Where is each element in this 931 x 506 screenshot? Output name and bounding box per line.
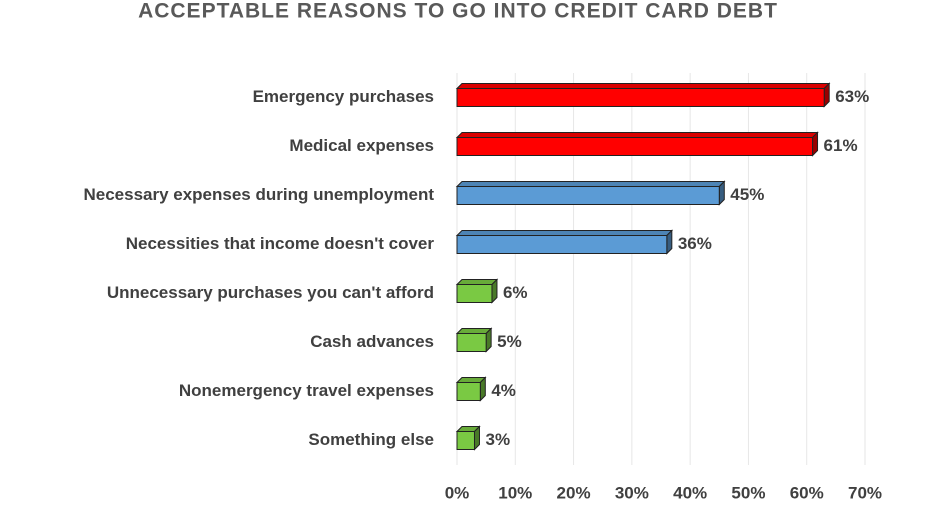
bar-front xyxy=(456,235,668,254)
bar-front xyxy=(456,431,475,450)
data-label: 61% xyxy=(824,136,858,155)
data-label: 6% xyxy=(503,283,528,302)
bar-front xyxy=(456,137,814,156)
chart-title: ACCEPTABLE REASONS TO GO INTO CREDIT CAR… xyxy=(138,0,778,23)
x-tick-label: 20% xyxy=(557,483,591,502)
data-label: 5% xyxy=(497,332,522,351)
data-label: 4% xyxy=(491,381,516,400)
data-label: 3% xyxy=(485,430,510,449)
x-tick-label: 40% xyxy=(673,483,707,502)
bar-front xyxy=(456,382,481,401)
x-tick-label: 30% xyxy=(615,483,649,502)
y-tick-label: Medical expenses xyxy=(289,136,434,155)
y-tick-label: Unnecessary purchases you can't afford xyxy=(107,283,434,302)
bar-front xyxy=(456,88,825,107)
y-tick-label: Necessary expenses during unemployment xyxy=(83,185,434,204)
x-tick-label: 10% xyxy=(498,483,532,502)
bar xyxy=(455,82,831,108)
bar xyxy=(455,278,499,304)
x-tick-label: 50% xyxy=(731,483,765,502)
data-label: 63% xyxy=(835,87,869,106)
bar xyxy=(455,131,819,157)
bar-front xyxy=(456,284,493,303)
bar-top xyxy=(455,83,831,89)
x-tick-label: 60% xyxy=(790,483,824,502)
bar xyxy=(455,425,481,451)
bar xyxy=(455,229,674,255)
bar-top xyxy=(455,132,819,138)
data-label: 45% xyxy=(730,185,764,204)
bar-top xyxy=(455,328,493,334)
bar-front xyxy=(456,186,720,205)
data-label: 36% xyxy=(678,234,712,253)
x-tick-label: 0% xyxy=(445,483,470,502)
bar-top xyxy=(455,230,674,236)
y-tick-label: Necessities that income doesn't cover xyxy=(126,234,435,253)
y-tick-label: Nonemergency travel expenses xyxy=(179,381,434,400)
bar-front xyxy=(456,333,487,352)
y-tick-label: Something else xyxy=(308,430,434,449)
y-tick-label: Cash advances xyxy=(310,332,434,351)
bar xyxy=(455,376,487,402)
bar-top xyxy=(455,181,726,187)
bar-top xyxy=(455,279,499,285)
y-tick-label: Emergency purchases xyxy=(253,87,434,106)
bar xyxy=(455,327,493,353)
x-tick-label: 70% xyxy=(848,483,882,502)
bar xyxy=(455,180,726,206)
